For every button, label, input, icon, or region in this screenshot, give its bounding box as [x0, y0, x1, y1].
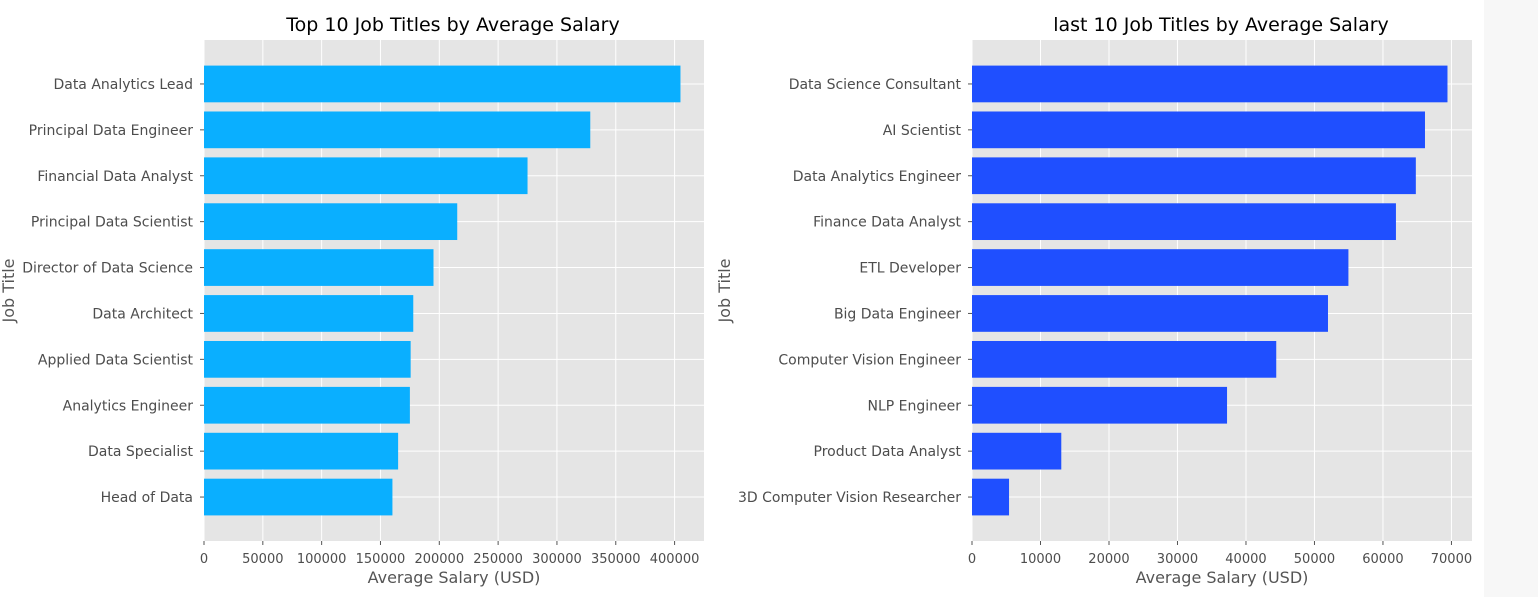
chart-top-10: Data Analytics Lead Principal Data Engine…	[0, 14, 704, 587]
right-x-tick-labels: 0 10000 20000 30000 40000 50000 60000 70000	[968, 541, 1472, 567]
bar-principal-data-scientist	[204, 203, 458, 241]
x-tick-label: 40000	[1225, 552, 1266, 567]
y-tick-label: Big Data Engineer	[834, 306, 961, 322]
x-tick-label: 200000	[414, 552, 464, 567]
y-tick-label: Financial Data Analyst	[37, 169, 193, 185]
y-tick-label: 3D Computer Vision Researcher	[738, 490, 961, 506]
bar-data-architect	[204, 295, 414, 332]
x-tick-label: 250000	[473, 552, 523, 567]
bar-analytics-engineer	[204, 386, 410, 424]
y-tick-label: Principal Data Engineer	[29, 123, 194, 139]
y-tick-label: Analytics Engineer	[63, 398, 194, 414]
bar-principal-data-engineer	[204, 111, 591, 149]
y-tick-label: Director of Data Science	[22, 261, 193, 277]
y-tick-label: AI Scientist	[883, 123, 962, 139]
x-tick-label: 150000	[356, 552, 406, 567]
y-tick-label: NLP Engineer	[867, 398, 961, 414]
x-tick-label: 300000	[532, 552, 582, 567]
y-tick-label: Data Science Consultant	[789, 77, 962, 93]
bar-head-of-data	[204, 478, 393, 516]
x-tick-label: 0	[200, 552, 208, 567]
left-x-axis-label: Average Salary (USD)	[368, 568, 541, 587]
right-y-axis-label: Job Title	[715, 258, 734, 323]
bar-data-analytics-lead	[204, 65, 681, 103]
y-tick-label: Computer Vision Engineer	[778, 352, 961, 368]
right-bars	[972, 65, 1448, 516]
bar-3d-computer-vision-researcher	[972, 478, 1010, 516]
right-x-axis-label: Average Salary (USD)	[1136, 568, 1309, 587]
y-tick-label: Data Analytics Engineer	[793, 169, 961, 185]
bar-nlp-engineer	[972, 386, 1228, 424]
y-tick-label: Data Architect	[92, 306, 193, 322]
right-y-tick-labels: Data Science Consultant AI Scientist Data …	[738, 77, 972, 506]
bar-computer-vision-engineer	[972, 340, 1277, 378]
bar-director-of-data-science	[204, 249, 434, 286]
x-tick-label: 50000	[1294, 552, 1335, 567]
x-tick-label: 20000	[1088, 552, 1129, 567]
x-tick-label: 30000	[1157, 552, 1198, 567]
bar-product-data-analyst	[972, 432, 1062, 470]
x-tick-label: 70000	[1431, 552, 1472, 567]
left-bars	[204, 65, 681, 516]
bar-big-data-engineer	[972, 295, 1328, 332]
bar-data-analytics-engineer	[972, 157, 1416, 195]
left-chart-title: Top 10 Job Titles by Average Salary	[285, 14, 619, 36]
left-x-tick-labels: 0 50000 100000 150000 200000 250000 300000 3500…	[200, 541, 700, 567]
bar-data-specialist	[204, 432, 399, 470]
y-tick-label: Head of Data	[101, 490, 193, 506]
bar-ai-scientist	[972, 111, 1425, 149]
bar-data-science-consultant	[972, 65, 1448, 103]
bar-financial-data-analyst	[204, 157, 528, 195]
x-tick-label: 350000	[591, 552, 641, 567]
chart-last-10: Data Science Consultant AI Scientist Data …	[715, 14, 1472, 587]
right-chart-title: last 10 Job Titles by Average Salary	[1053, 14, 1389, 36]
x-tick-label: 50000	[242, 552, 283, 567]
figure-margin	[1484, 0, 1538, 597]
y-tick-label: Data Analytics Lead	[53, 77, 193, 93]
bar-etl-developer	[972, 249, 1349, 286]
y-tick-label: Product Data Analyst	[814, 444, 962, 460]
left-y-axis-label: Job Title	[0, 258, 18, 323]
x-tick-label: 400000	[650, 552, 700, 567]
x-tick-label: 60000	[1362, 552, 1403, 567]
x-tick-label: 10000	[1020, 552, 1061, 567]
y-tick-label: Applied Data Scientist	[38, 352, 194, 368]
left-y-tick-labels: Data Analytics Lead Principal Data Engine…	[22, 77, 204, 506]
x-tick-label: 0	[968, 552, 976, 567]
bar-applied-data-scientist	[204, 340, 411, 378]
bar-finance-data-analyst	[972, 203, 1396, 241]
y-tick-label: Principal Data Scientist	[31, 215, 194, 231]
y-tick-label: Data Specialist	[88, 444, 194, 460]
x-tick-label: 100000	[297, 552, 347, 567]
y-tick-label: ETL Developer	[859, 261, 961, 277]
y-tick-label: Finance Data Analyst	[813, 215, 961, 231]
